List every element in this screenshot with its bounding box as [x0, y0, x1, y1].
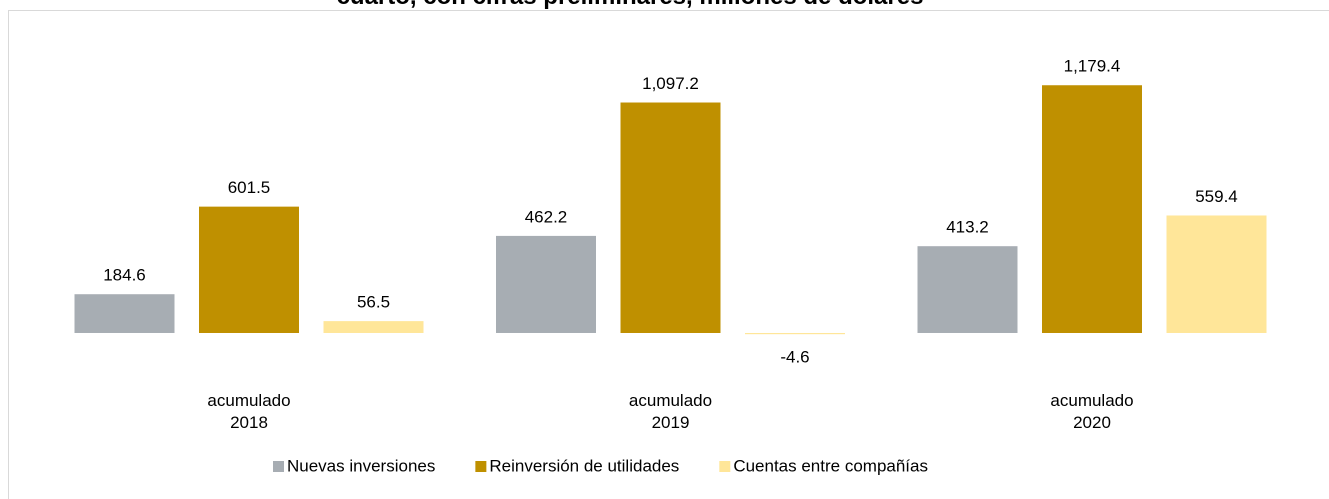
x-tick-label: acumulado 2018 — [207, 391, 291, 432]
data-label: 184.6 — [103, 266, 146, 285]
bar — [199, 206, 299, 333]
data-label: -4.6 — [780, 347, 809, 366]
x-tick-label: acumulado 2019 — [628, 391, 713, 432]
data-label: 413.2 — [946, 218, 989, 237]
legend-label: Cuentas entre compañías — [733, 456, 928, 475]
bar — [745, 332, 845, 335]
bar — [917, 246, 1018, 333]
chart-title: cuarto, con cifras preliminares, millone… — [337, 0, 924, 10]
legend-label: Reinversión de utilidades — [489, 456, 679, 475]
legend-label: Nuevas inversiones — [287, 456, 435, 475]
bar — [1166, 215, 1267, 333]
chart-border — [8, 10, 1329, 499]
data-label: 1,179.4 — [1064, 57, 1121, 76]
bar — [496, 235, 596, 333]
data-label: 601.5 — [228, 178, 271, 197]
data-label: 56.5 — [357, 293, 390, 312]
x-tick-label: acumulado 2020 — [1050, 391, 1134, 432]
bar — [323, 321, 424, 333]
bar — [620, 102, 721, 333]
data-label: 1,097.2 — [642, 74, 699, 93]
legend-swatch — [719, 461, 731, 472]
bar — [1042, 85, 1142, 333]
legend-swatch — [475, 461, 487, 472]
data-label: 462.2 — [525, 207, 568, 226]
bar — [74, 294, 175, 333]
data-label: 559.4 — [1195, 187, 1238, 206]
legend-swatch — [273, 461, 284, 472]
